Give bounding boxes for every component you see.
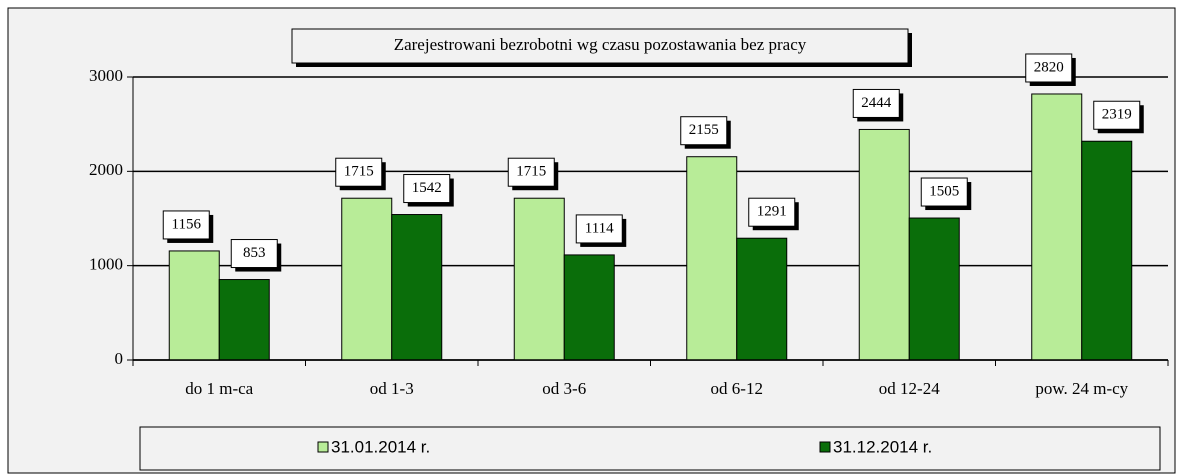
x-tick-label: od 6-12 — [711, 379, 763, 398]
data-label: 1114 — [585, 220, 614, 236]
title-box — [291, 28, 909, 64]
bar — [168, 250, 220, 361]
data-label: 1505 — [929, 183, 959, 199]
label-box — [162, 210, 210, 240]
data-label: 853 — [243, 245, 266, 261]
label-box — [575, 214, 623, 244]
legend-label: 31.12.2014 r. — [833, 437, 932, 456]
data-label: 2319 — [1102, 107, 1132, 123]
x-tick-label: od 12-24 — [879, 379, 940, 398]
label-box — [335, 157, 383, 187]
label-box — [852, 88, 900, 118]
data-label: 2444 — [861, 95, 892, 111]
y-tick-label: 1000 — [89, 255, 123, 274]
data-label: 1542 — [412, 180, 442, 196]
y-tick-label: 0 — [115, 349, 124, 368]
bar — [1081, 140, 1133, 361]
legend-marker — [819, 441, 831, 453]
data-label: 2820 — [1034, 59, 1064, 75]
y-tick-label: 3000 — [89, 66, 123, 85]
bar — [341, 197, 393, 361]
y-tick-label: 2000 — [89, 160, 123, 179]
label-box — [403, 174, 451, 204]
label-box — [230, 239, 278, 269]
label-box — [680, 116, 728, 146]
data-label: 1156 — [172, 216, 202, 232]
bar — [563, 254, 615, 361]
legend-marker — [317, 441, 329, 453]
label-box — [920, 177, 968, 207]
label-box — [1093, 100, 1141, 130]
x-tick-label: pow. 24 m-cy — [1035, 379, 1128, 398]
data-label: 1715 — [344, 164, 374, 180]
legend-label: 31.01.2014 r. — [331, 437, 430, 456]
x-tick-label: od 3-6 — [542, 379, 586, 398]
label-box — [507, 157, 555, 187]
label-box — [748, 197, 796, 227]
x-tick-label: do 1 m-ca — [185, 379, 253, 398]
data-label: 1715 — [516, 164, 546, 180]
bar — [218, 279, 270, 361]
bar — [908, 217, 960, 361]
bar — [858, 128, 910, 361]
x-tick-label: od 1-3 — [370, 379, 414, 398]
label-box — [1025, 53, 1073, 83]
bar — [686, 156, 738, 361]
data-label: 2155 — [689, 122, 719, 138]
bar — [513, 197, 565, 361]
bar — [736, 237, 788, 361]
chart-title: Zarejestrowani bezrobotni wg czasu pozos… — [394, 35, 807, 54]
bar — [391, 214, 443, 361]
data-label: 1291 — [757, 204, 787, 220]
bar — [1031, 93, 1083, 361]
legend-box — [139, 426, 1161, 471]
